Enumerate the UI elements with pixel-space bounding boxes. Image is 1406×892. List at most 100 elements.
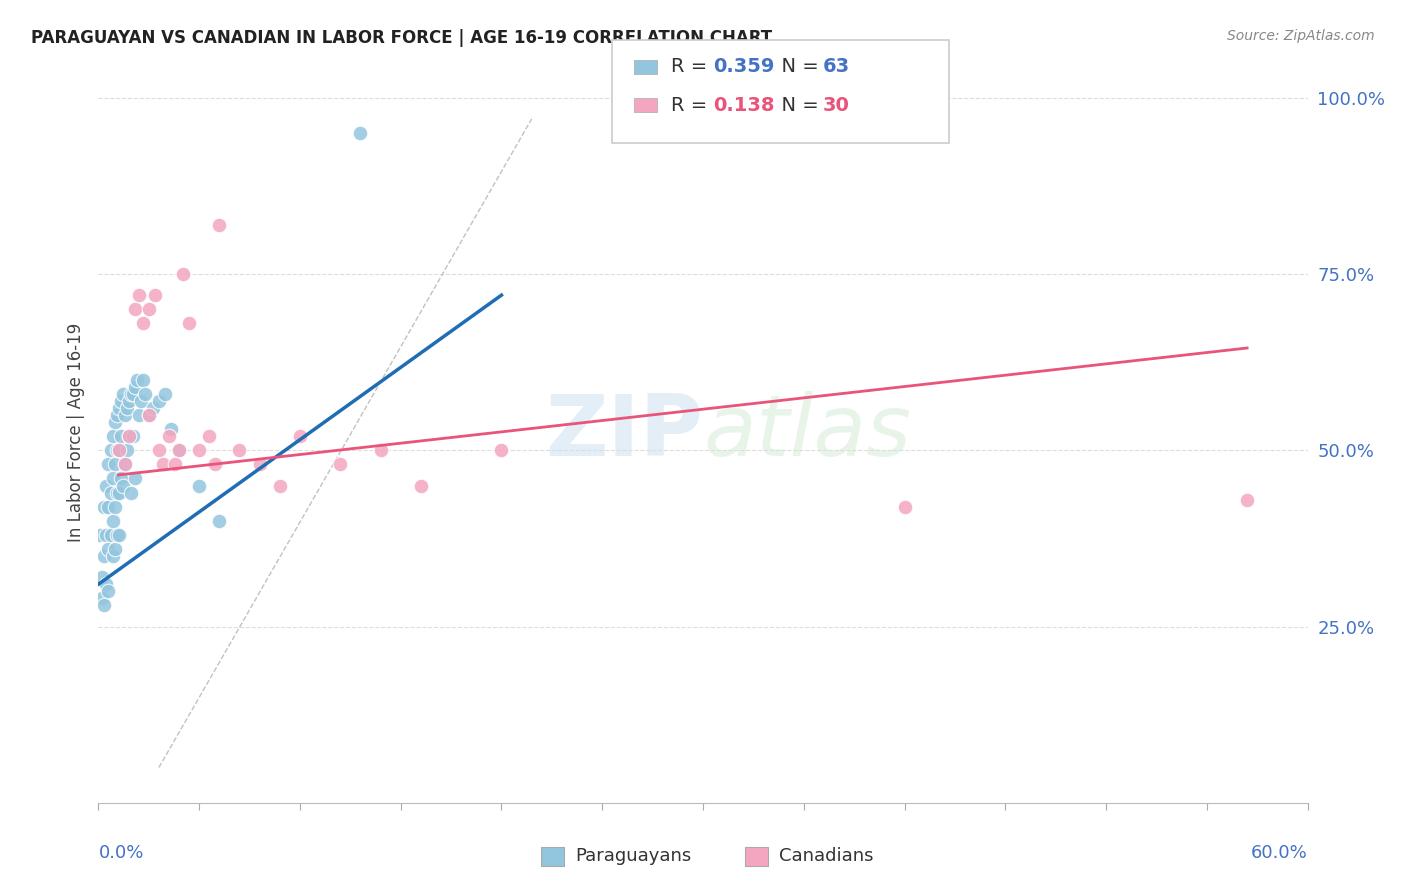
Point <box>105 408 128 422</box>
Point <box>1236 492 1258 507</box>
Point <box>167 443 190 458</box>
Point <box>114 408 136 422</box>
Point <box>288 429 311 443</box>
Point <box>105 443 128 458</box>
Point <box>121 429 143 443</box>
Text: R =: R = <box>671 57 713 77</box>
Point <box>107 485 129 500</box>
Point <box>103 541 125 556</box>
Text: 0.138: 0.138 <box>713 95 775 115</box>
Point <box>110 471 132 485</box>
Point <box>101 549 124 563</box>
Point <box>153 387 176 401</box>
Point <box>143 288 166 302</box>
Point <box>101 471 124 485</box>
Point <box>97 458 120 472</box>
Text: 63: 63 <box>823 57 849 77</box>
Point <box>157 429 180 443</box>
Point <box>208 514 231 528</box>
Text: N =: N = <box>769 95 825 115</box>
Point <box>118 429 141 443</box>
Point <box>120 387 142 401</box>
Point <box>115 443 138 458</box>
Point <box>96 528 118 542</box>
Point <box>167 443 190 458</box>
Point <box>118 429 141 443</box>
Point <box>96 478 118 492</box>
Point <box>110 429 132 443</box>
Text: Paraguayans: Paraguayans <box>575 847 692 865</box>
Point <box>103 458 125 472</box>
Text: PARAGUAYAN VS CANADIAN IN LABOR FORCE | AGE 16-19 CORRELATION CHART: PARAGUAYAN VS CANADIAN IN LABOR FORCE | … <box>31 29 772 46</box>
Point <box>329 458 352 472</box>
Point <box>89 528 111 542</box>
Point <box>129 393 152 408</box>
Point <box>179 316 201 330</box>
Point <box>97 500 120 514</box>
Point <box>491 443 513 458</box>
Point <box>148 443 170 458</box>
Point <box>124 302 146 317</box>
Point <box>107 443 129 458</box>
Point <box>128 288 150 302</box>
Point <box>118 393 141 408</box>
Point <box>114 458 136 472</box>
Point <box>269 478 291 492</box>
Text: Canadians: Canadians <box>779 847 873 865</box>
Point <box>110 393 132 408</box>
Point <box>105 485 128 500</box>
Point <box>138 408 160 422</box>
Point <box>152 458 174 472</box>
Point <box>121 387 143 401</box>
Text: Source: ZipAtlas.com: Source: ZipAtlas.com <box>1227 29 1375 43</box>
Point <box>114 458 136 472</box>
Point <box>370 443 392 458</box>
Point <box>188 478 211 492</box>
Point <box>93 549 115 563</box>
Point <box>349 126 371 140</box>
Point <box>100 443 122 458</box>
Point <box>103 415 125 429</box>
Text: N =: N = <box>769 57 825 77</box>
Point <box>124 471 146 485</box>
Point <box>132 373 155 387</box>
Point <box>172 267 194 281</box>
Point <box>96 577 118 591</box>
Text: 60.0%: 60.0% <box>1251 844 1308 862</box>
Point <box>107 528 129 542</box>
Point <box>91 591 114 606</box>
Text: atlas: atlas <box>703 391 911 475</box>
Point <box>101 429 124 443</box>
Point <box>100 528 122 542</box>
Point <box>128 408 150 422</box>
Point <box>125 373 148 387</box>
Point <box>93 500 115 514</box>
Point <box>91 570 114 584</box>
Point <box>134 387 156 401</box>
Point <box>893 500 915 514</box>
Text: R =: R = <box>671 95 713 115</box>
Point <box>111 387 134 401</box>
Text: ZIP: ZIP <box>546 391 703 475</box>
Point <box>163 458 186 472</box>
Point <box>101 514 124 528</box>
Point <box>115 401 138 415</box>
Text: 0.359: 0.359 <box>713 57 775 77</box>
Point <box>120 485 142 500</box>
Point <box>103 500 125 514</box>
Point <box>124 380 146 394</box>
Point <box>204 458 226 472</box>
Point <box>208 218 231 232</box>
Point <box>107 401 129 415</box>
Point <box>107 443 129 458</box>
Point <box>142 401 165 415</box>
Point <box>160 422 183 436</box>
Text: 0.0%: 0.0% <box>98 844 143 862</box>
Point <box>138 408 160 422</box>
Point <box>93 599 115 613</box>
Point <box>198 429 221 443</box>
Point <box>188 443 211 458</box>
Point <box>100 485 122 500</box>
Point <box>97 541 120 556</box>
Point <box>132 316 155 330</box>
